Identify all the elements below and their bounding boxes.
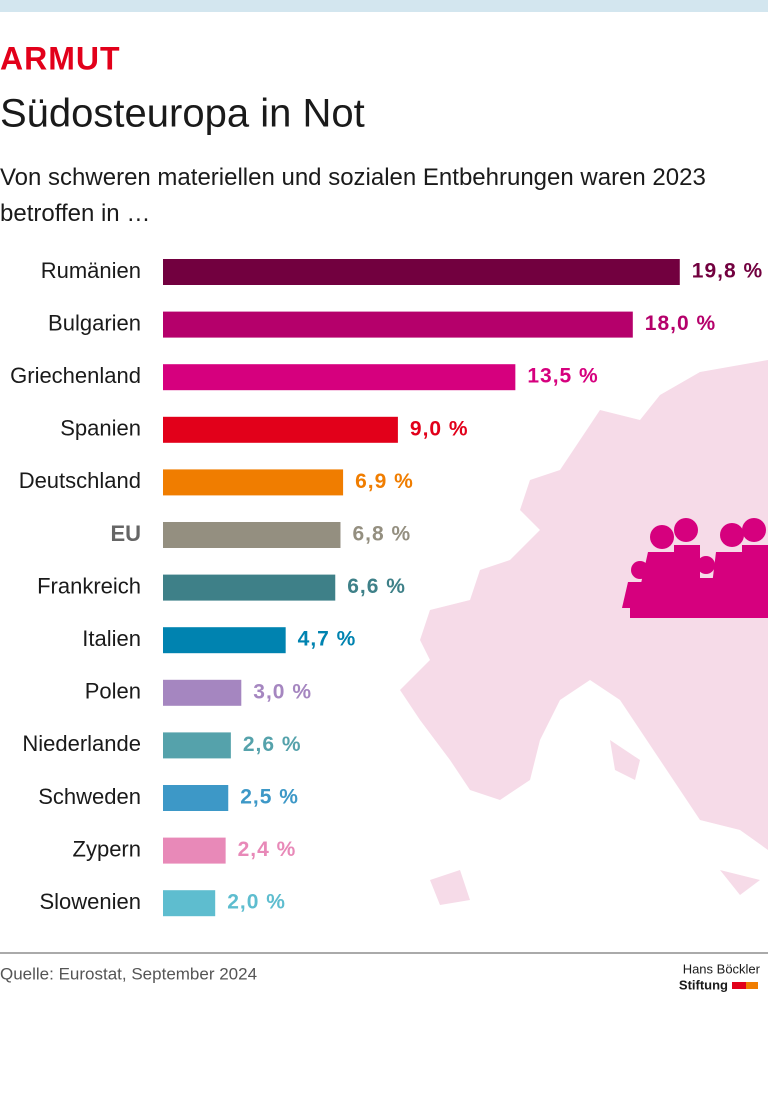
source: Quelle: Eurostat, September 2024 (0, 964, 257, 983)
value-label: 2,6 % (243, 733, 302, 756)
value-label: 18,0 % (645, 312, 716, 335)
y-tick-label: Slowenien (39, 889, 141, 914)
bar (163, 837, 226, 864)
y-tick-label: Zypern (73, 836, 141, 861)
y-tick-label: Polen (85, 679, 141, 704)
subtitle-box: Von schweren materiellen und sozialen En… (0, 164, 706, 227)
value-label: 6,8 % (352, 523, 411, 546)
bar (163, 574, 336, 601)
bar (163, 469, 344, 496)
bar (163, 522, 341, 548)
value-label: 2,0 % (227, 891, 286, 914)
y-tick-label: Griechenland (10, 363, 141, 388)
bar (163, 785, 229, 811)
y-tick-label: Bulgarien (48, 310, 141, 335)
bar (163, 416, 398, 443)
bar (163, 364, 516, 391)
y-tick-label: Frankreich (37, 573, 141, 598)
chart-title: Südosteuropa in Not (0, 92, 365, 136)
bar (163, 259, 680, 285)
top-strip (0, 0, 768, 12)
y-tick-label: Italien (82, 626, 141, 651)
value-label: 2,5 % (240, 786, 299, 809)
y-tick-label: Spanien (60, 416, 141, 441)
bar (163, 679, 242, 706)
value-label: 4,7 % (298, 628, 357, 651)
logo-mark (746, 982, 758, 989)
y-tick-label: Niederlande (22, 731, 141, 756)
logo-mark (732, 982, 746, 989)
bar (163, 311, 633, 338)
value-label: 6,9 % (355, 470, 414, 493)
value-label: 2,4 % (238, 838, 297, 861)
bar (163, 890, 216, 917)
bar (163, 627, 286, 654)
y-tick-label: EU (110, 521, 141, 546)
value-label: 9,0 % (410, 417, 469, 440)
y-tick-label: Rumänien (41, 258, 141, 283)
subtitle: Von schweren materiellen und sozialen En… (0, 164, 706, 227)
value-label: 19,8 % (692, 260, 763, 283)
bar (163, 732, 231, 759)
value-label: 6,6 % (347, 575, 406, 598)
logo-line: Stiftung (679, 977, 728, 992)
y-tick-label: Deutschland (19, 468, 141, 493)
family-icon (622, 518, 768, 618)
y-tick-label: Schweden (38, 784, 141, 809)
map-background (400, 360, 768, 905)
kicker: ARMUT (0, 40, 121, 76)
value-label: 3,0 % (253, 680, 312, 703)
logo-line: Hans Böckler (683, 961, 761, 976)
value-label: 13,5 % (527, 365, 598, 388)
